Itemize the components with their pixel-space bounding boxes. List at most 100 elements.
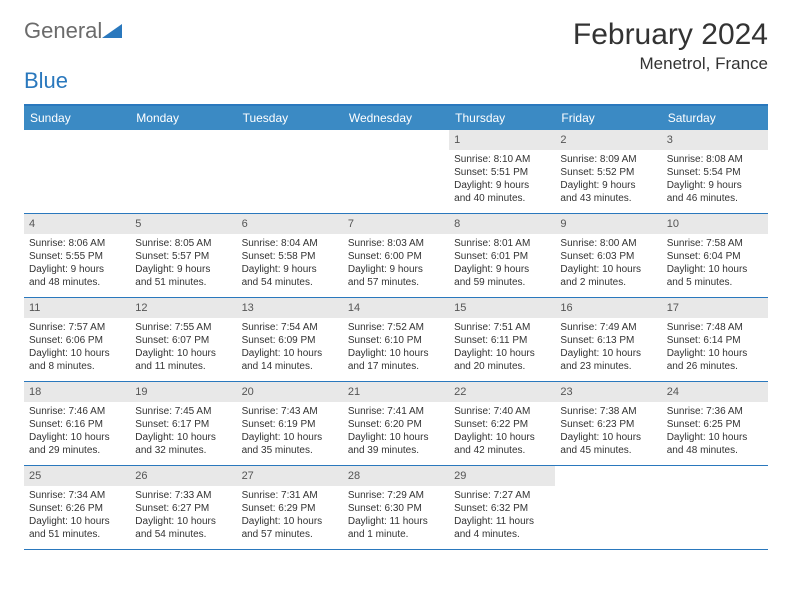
sunrise-line: Sunrise: 8:08 AM <box>667 153 763 166</box>
daylight-line-1: Daylight: 10 hours <box>135 431 231 444</box>
daylight-line-1: Daylight: 9 hours <box>454 263 550 276</box>
calendar-cell: 13Sunrise: 7:54 AMSunset: 6:09 PMDayligh… <box>237 298 343 382</box>
day-header: Sunday <box>24 106 130 130</box>
calendar-cell: 4Sunrise: 8:06 AMSunset: 5:55 PMDaylight… <box>24 214 130 298</box>
calendar-cell <box>662 466 768 550</box>
daylight-line-2: and 54 minutes. <box>242 276 338 289</box>
sunset-line: Sunset: 6:26 PM <box>29 502 125 515</box>
day-number: 13 <box>237 298 343 318</box>
sunrise-line: Sunrise: 7:57 AM <box>29 321 125 334</box>
sunrise-line: Sunrise: 8:05 AM <box>135 237 231 250</box>
sunrise-line: Sunrise: 7:27 AM <box>454 489 550 502</box>
sunrise-line: Sunrise: 8:03 AM <box>348 237 444 250</box>
cell-body: Sunrise: 7:45 AMSunset: 6:17 PMDaylight:… <box>130 402 236 461</box>
daylight-line-1: Daylight: 10 hours <box>135 515 231 528</box>
cell-body: Sunrise: 8:05 AMSunset: 5:57 PMDaylight:… <box>130 234 236 293</box>
daylight-line-2: and 26 minutes. <box>667 360 763 373</box>
sunrise-line: Sunrise: 7:51 AM <box>454 321 550 334</box>
calendar-cell: 21Sunrise: 7:41 AMSunset: 6:20 PMDayligh… <box>343 382 449 466</box>
daylight-line-1: Daylight: 9 hours <box>135 263 231 276</box>
logo-text: General <box>24 18 122 44</box>
daylight-line-1: Daylight: 10 hours <box>29 515 125 528</box>
daylight-line-1: Daylight: 9 hours <box>454 179 550 192</box>
sunset-line: Sunset: 6:22 PM <box>454 418 550 431</box>
cell-body: Sunrise: 7:36 AMSunset: 6:25 PMDaylight:… <box>662 402 768 461</box>
calendar-cell: 1Sunrise: 8:10 AMSunset: 5:51 PMDaylight… <box>449 130 555 214</box>
sunrise-line: Sunrise: 8:06 AM <box>29 237 125 250</box>
calendar-cell: 23Sunrise: 7:38 AMSunset: 6:23 PMDayligh… <box>555 382 661 466</box>
calendar-cell: 29Sunrise: 7:27 AMSunset: 6:32 PMDayligh… <box>449 466 555 550</box>
daylight-line-1: Daylight: 10 hours <box>454 347 550 360</box>
day-number: 27 <box>237 466 343 486</box>
day-number: 16 <box>555 298 661 318</box>
sunset-line: Sunset: 6:07 PM <box>135 334 231 347</box>
cell-body: Sunrise: 7:55 AMSunset: 6:07 PMDaylight:… <box>130 318 236 377</box>
sunset-line: Sunset: 6:06 PM <box>29 334 125 347</box>
sunset-line: Sunset: 6:27 PM <box>135 502 231 515</box>
calendar-cell: 17Sunrise: 7:48 AMSunset: 6:14 PMDayligh… <box>662 298 768 382</box>
day-number: 6 <box>237 214 343 234</box>
sunset-line: Sunset: 6:04 PM <box>667 250 763 263</box>
sunset-line: Sunset: 6:16 PM <box>29 418 125 431</box>
daylight-line-2: and 43 minutes. <box>560 192 656 205</box>
daylight-line-2: and 39 minutes. <box>348 444 444 457</box>
calendar-cell: 6Sunrise: 8:04 AMSunset: 5:58 PMDaylight… <box>237 214 343 298</box>
calendar-cell: 27Sunrise: 7:31 AMSunset: 6:29 PMDayligh… <box>237 466 343 550</box>
day-number: 29 <box>449 466 555 486</box>
day-header: Friday <box>555 106 661 130</box>
cell-body: Sunrise: 7:51 AMSunset: 6:11 PMDaylight:… <box>449 318 555 377</box>
sunrise-line: Sunrise: 8:10 AM <box>454 153 550 166</box>
cell-body: Sunrise: 8:04 AMSunset: 5:58 PMDaylight:… <box>237 234 343 293</box>
calendar-cell: 10Sunrise: 7:58 AMSunset: 6:04 PMDayligh… <box>662 214 768 298</box>
daylight-line-2: and 8 minutes. <box>29 360 125 373</box>
calendar-cell: 12Sunrise: 7:55 AMSunset: 6:07 PMDayligh… <box>130 298 236 382</box>
sunset-line: Sunset: 6:20 PM <box>348 418 444 431</box>
calendar-cell: 8Sunrise: 8:01 AMSunset: 6:01 PMDaylight… <box>449 214 555 298</box>
daylight-line-2: and 1 minute. <box>348 528 444 541</box>
daylight-line-2: and 17 minutes. <box>348 360 444 373</box>
cell-body: Sunrise: 7:38 AMSunset: 6:23 PMDaylight:… <box>555 402 661 461</box>
daylight-line-1: Daylight: 10 hours <box>560 263 656 276</box>
sunrise-line: Sunrise: 7:33 AM <box>135 489 231 502</box>
day-number: 3 <box>662 130 768 150</box>
cell-body: Sunrise: 8:01 AMSunset: 6:01 PMDaylight:… <box>449 234 555 293</box>
cell-body: Sunrise: 7:49 AMSunset: 6:13 PMDaylight:… <box>555 318 661 377</box>
day-number: 4 <box>24 214 130 234</box>
calendar-cell <box>24 130 130 214</box>
sunset-line: Sunset: 6:14 PM <box>667 334 763 347</box>
daylight-line-1: Daylight: 10 hours <box>29 347 125 360</box>
cell-body: Sunrise: 8:10 AMSunset: 5:51 PMDaylight:… <box>449 150 555 209</box>
daylight-line-2: and 46 minutes. <box>667 192 763 205</box>
daylight-line-2: and 20 minutes. <box>454 360 550 373</box>
day-number: 28 <box>343 466 449 486</box>
cell-body: Sunrise: 7:58 AMSunset: 6:04 PMDaylight:… <box>662 234 768 293</box>
day-number: 10 <box>662 214 768 234</box>
cell-body: Sunrise: 7:40 AMSunset: 6:22 PMDaylight:… <box>449 402 555 461</box>
daylight-line-2: and 29 minutes. <box>29 444 125 457</box>
sunset-line: Sunset: 5:51 PM <box>454 166 550 179</box>
month-title: February 2024 <box>573 18 768 52</box>
cell-body: Sunrise: 7:29 AMSunset: 6:30 PMDaylight:… <box>343 486 449 545</box>
sunrise-line: Sunrise: 7:31 AM <box>242 489 338 502</box>
daylight-line-1: Daylight: 9 hours <box>560 179 656 192</box>
sunset-line: Sunset: 6:19 PM <box>242 418 338 431</box>
sunset-line: Sunset: 5:54 PM <box>667 166 763 179</box>
sunset-line: Sunset: 6:32 PM <box>454 502 550 515</box>
sunset-line: Sunset: 6:29 PM <box>242 502 338 515</box>
day-number: 7 <box>343 214 449 234</box>
cell-body: Sunrise: 8:08 AMSunset: 5:54 PMDaylight:… <box>662 150 768 209</box>
daylight-line-2: and 48 minutes. <box>29 276 125 289</box>
calendar-cell <box>130 130 236 214</box>
calendar-cell: 9Sunrise: 8:00 AMSunset: 6:03 PMDaylight… <box>555 214 661 298</box>
cell-body: Sunrise: 7:46 AMSunset: 6:16 PMDaylight:… <box>24 402 130 461</box>
calendar-cell: 19Sunrise: 7:45 AMSunset: 6:17 PMDayligh… <box>130 382 236 466</box>
calendar-cell: 11Sunrise: 7:57 AMSunset: 6:06 PMDayligh… <box>24 298 130 382</box>
day-number: 26 <box>130 466 236 486</box>
calendar-cell <box>237 130 343 214</box>
sunrise-line: Sunrise: 7:41 AM <box>348 405 444 418</box>
cell-body: Sunrise: 7:57 AMSunset: 6:06 PMDaylight:… <box>24 318 130 377</box>
day-number: 19 <box>130 382 236 402</box>
sunset-line: Sunset: 6:17 PM <box>135 418 231 431</box>
location: Menetrol, France <box>573 54 768 74</box>
logo-part2: Blue <box>24 68 68 94</box>
